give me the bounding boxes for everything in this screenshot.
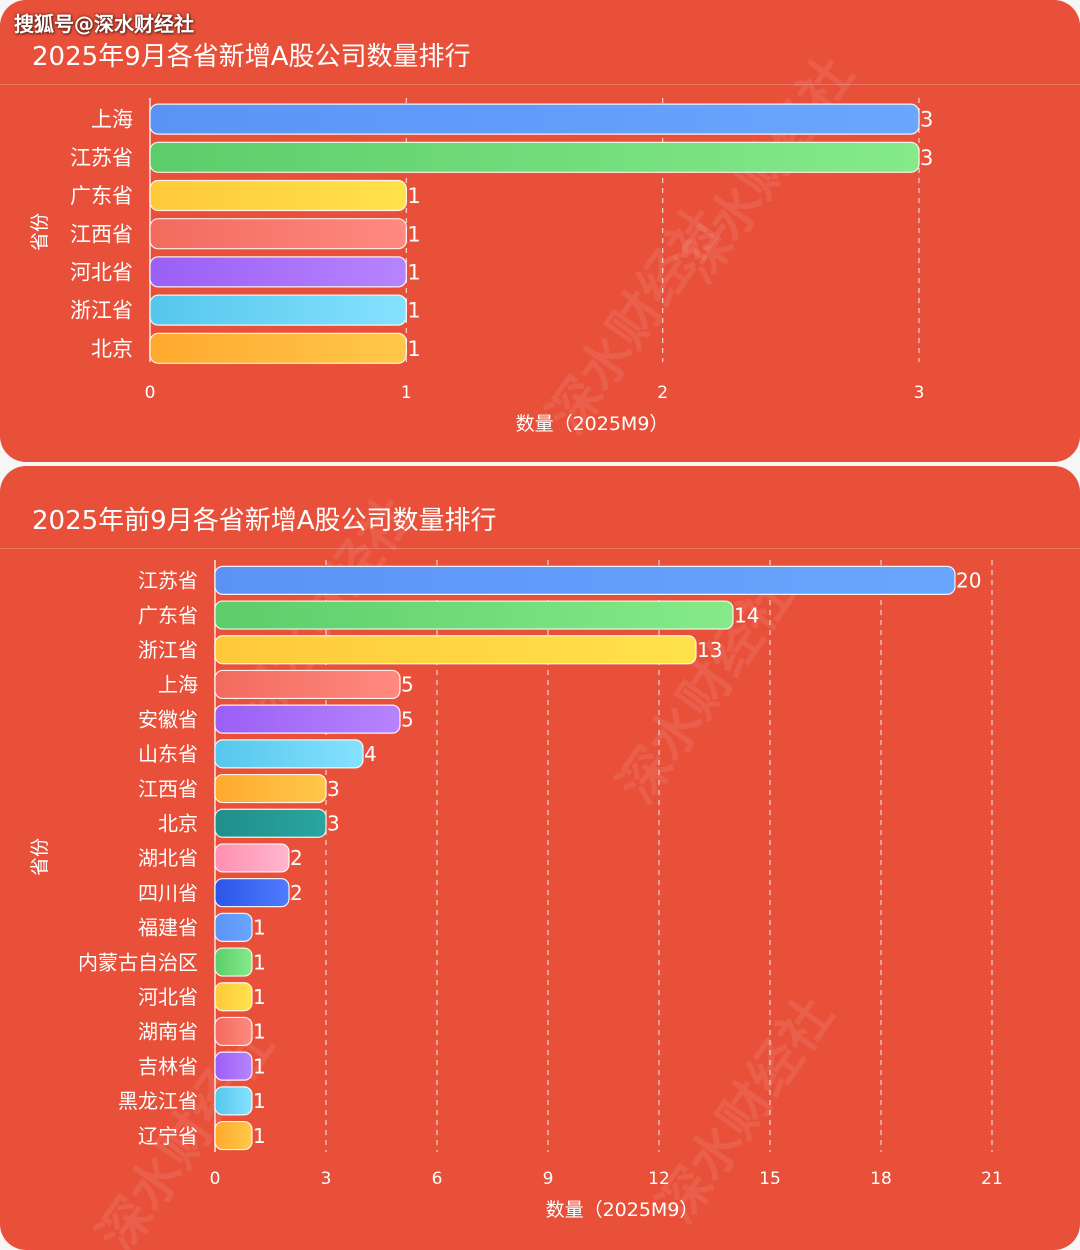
category-label: 江西省	[138, 777, 198, 801]
data-label: 5	[401, 707, 414, 731]
category-label: 上海	[158, 673, 198, 697]
category-label: 山东省	[138, 742, 198, 766]
data-label: 1	[253, 985, 266, 1009]
category-label: 吉林省	[138, 1054, 198, 1078]
category-label: 安徽省	[138, 707, 198, 731]
data-label: 3	[920, 108, 933, 132]
x-tick-label: 0	[145, 383, 156, 403]
bar	[214, 1120, 253, 1151]
category-label: 湖南省	[138, 1020, 198, 1044]
bar	[149, 294, 407, 326]
category-label: 浙江省	[138, 638, 198, 662]
data-label: 1	[407, 260, 420, 284]
bar	[149, 332, 407, 364]
bar	[214, 1086, 253, 1116]
category-label: 广东省	[138, 603, 198, 627]
data-label: 1	[407, 184, 420, 208]
category-label: 北京	[158, 811, 198, 835]
bar	[214, 1051, 253, 1081]
category-label: 北京	[91, 337, 133, 361]
category-label: 上海	[91, 108, 133, 132]
y-axis-title: 省份	[29, 213, 51, 251]
category-label: 辽宁省	[138, 1124, 198, 1148]
data-label: 3	[327, 777, 340, 801]
data-label: 1	[253, 1089, 266, 1113]
chart-title-ytd: 2025年前9月各省新增A股公司数量排行	[32, 506, 497, 536]
category-label: 河北省	[70, 260, 133, 284]
brand-watermark: 深水财经社	[537, 197, 735, 444]
x-tick-label: 12	[648, 1169, 670, 1189]
data-label: 1	[407, 337, 420, 361]
category-label: 福建省	[138, 916, 198, 940]
category-label: 浙江省	[70, 299, 133, 323]
data-label: 3	[327, 811, 340, 835]
data-label: 1	[253, 1054, 266, 1078]
bar	[149, 141, 920, 173]
brand-watermark: 深水财经社	[647, 987, 845, 1234]
bar	[214, 773, 327, 804]
bar	[149, 218, 407, 250]
category-label: 江苏省	[138, 569, 198, 593]
chart-panel-ytd	[0, 466, 1080, 1250]
source-watermark: 搜狐号@深水财经社	[14, 12, 194, 36]
data-label: 2	[290, 846, 303, 870]
bar	[214, 565, 956, 595]
x-tick-label: 18	[870, 1169, 892, 1189]
category-label: 内蒙古自治区	[78, 950, 198, 974]
data-label: 1	[407, 222, 420, 246]
category-label: 四川省	[138, 881, 198, 905]
category-label: 黑龙江省	[118, 1089, 198, 1113]
bar	[214, 1016, 253, 1047]
title-divider	[0, 548, 1080, 549]
data-label: 1	[253, 1124, 266, 1148]
x-tick-label: 6	[432, 1169, 443, 1189]
data-label: 1	[253, 916, 266, 940]
x-tick-label: 2	[657, 383, 668, 403]
category-label: 广东省	[70, 184, 133, 208]
data-label: 1	[253, 1020, 266, 1044]
x-axis-title: 数量（2025M9）	[516, 413, 669, 435]
x-tick-label: 3	[914, 383, 925, 403]
bar	[214, 878, 290, 908]
x-tick-label: 15	[759, 1169, 781, 1189]
chart-title-monthly: 2025年9月各省新增A股公司数量排行	[32, 42, 471, 72]
x-axis-title: 数量（2025M9）	[546, 1199, 699, 1221]
data-label: 13	[697, 638, 722, 662]
data-label: 20	[956, 569, 981, 593]
x-tick-label: 9	[543, 1169, 554, 1189]
data-label: 1	[253, 950, 266, 974]
x-tick-label: 3	[321, 1169, 332, 1189]
bar	[214, 843, 290, 873]
bar	[214, 912, 253, 942]
bar	[214, 982, 253, 1012]
bar	[214, 669, 401, 700]
bar	[214, 704, 401, 734]
category-label: 江苏省	[70, 146, 133, 170]
data-label: 14	[734, 603, 759, 627]
bar	[149, 103, 920, 135]
y-axis-title: 省份	[29, 838, 51, 876]
category-label: 湖北省	[138, 846, 198, 870]
x-tick-label: 1	[401, 383, 412, 403]
data-label: 3	[920, 146, 933, 170]
data-label: 4	[364, 742, 377, 766]
data-label: 5	[401, 673, 414, 697]
bar	[214, 739, 364, 769]
bar	[214, 947, 253, 977]
bar	[149, 256, 407, 288]
data-label: 2	[290, 881, 303, 905]
category-label: 江西省	[70, 222, 133, 246]
category-label: 河北省	[138, 985, 198, 1009]
data-label: 1	[407, 299, 420, 323]
bar	[214, 600, 734, 630]
title-divider	[0, 84, 1080, 85]
x-tick-label: 21	[981, 1169, 1003, 1189]
bar	[214, 635, 697, 665]
bar	[214, 808, 327, 838]
x-tick-label: 0	[210, 1169, 221, 1189]
bar	[149, 179, 407, 212]
